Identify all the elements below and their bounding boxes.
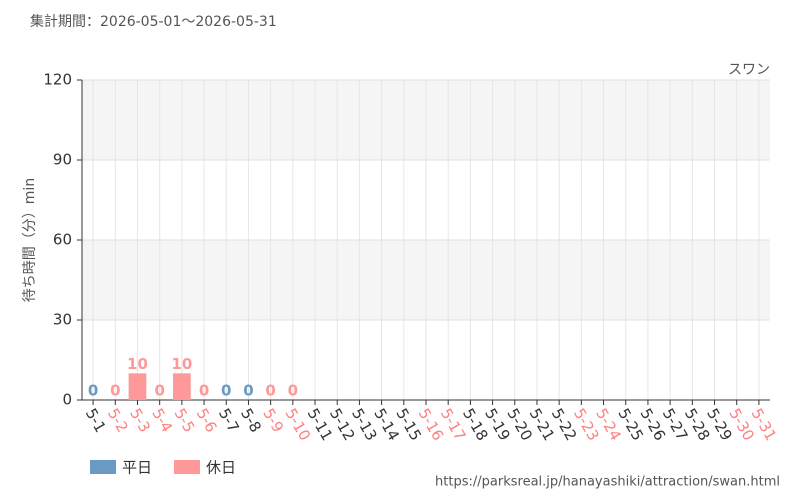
- x-tick-label: 5-6: [193, 405, 221, 435]
- data-label: 10: [127, 355, 148, 373]
- chart-subtitle: スワン: [728, 62, 770, 78]
- legend-swatch: [90, 460, 116, 474]
- data-label: 0: [221, 382, 231, 400]
- data-label: 10: [171, 355, 192, 373]
- source: https://parksreal.jp/hanayashiki/attract…: [435, 475, 780, 490]
- data-label: 0: [243, 382, 253, 400]
- bar: [172, 373, 191, 400]
- legend-swatch: [174, 460, 200, 474]
- x-tick-label: 5-7: [215, 405, 243, 435]
- y-tick-label: 90: [53, 151, 72, 169]
- y-tick-label: 0: [62, 391, 72, 409]
- x-tick-label: 5-1: [82, 405, 110, 435]
- legend-label: 平日: [122, 459, 152, 477]
- y-axis-label: 待ち時間（分）min: [22, 178, 38, 302]
- legend-label: 休日: [206, 459, 236, 477]
- data-label: 0: [154, 382, 164, 400]
- y-tick-label: 60: [53, 231, 72, 249]
- data-label: 0: [199, 382, 209, 400]
- x-tick-label: 5-8: [237, 405, 265, 435]
- data-label: 0: [110, 382, 120, 400]
- chart-title: 集計期間：2026-05-01～2026-05-31: [30, 13, 277, 30]
- data-label: 0: [88, 382, 98, 400]
- x-tick-label: 5-2: [104, 405, 132, 435]
- y-tick-label: 120: [43, 71, 72, 89]
- data-label: 0: [288, 382, 298, 400]
- x-tick-label: 5-4: [148, 405, 176, 435]
- x-tick-label: 5-3: [126, 405, 154, 435]
- data-label: 0: [265, 382, 275, 400]
- x-tick-label: 5-5: [171, 405, 199, 435]
- y-tick-label: 30: [53, 311, 72, 329]
- bar: [128, 373, 147, 400]
- x-tick-label: 5-9: [259, 405, 287, 435]
